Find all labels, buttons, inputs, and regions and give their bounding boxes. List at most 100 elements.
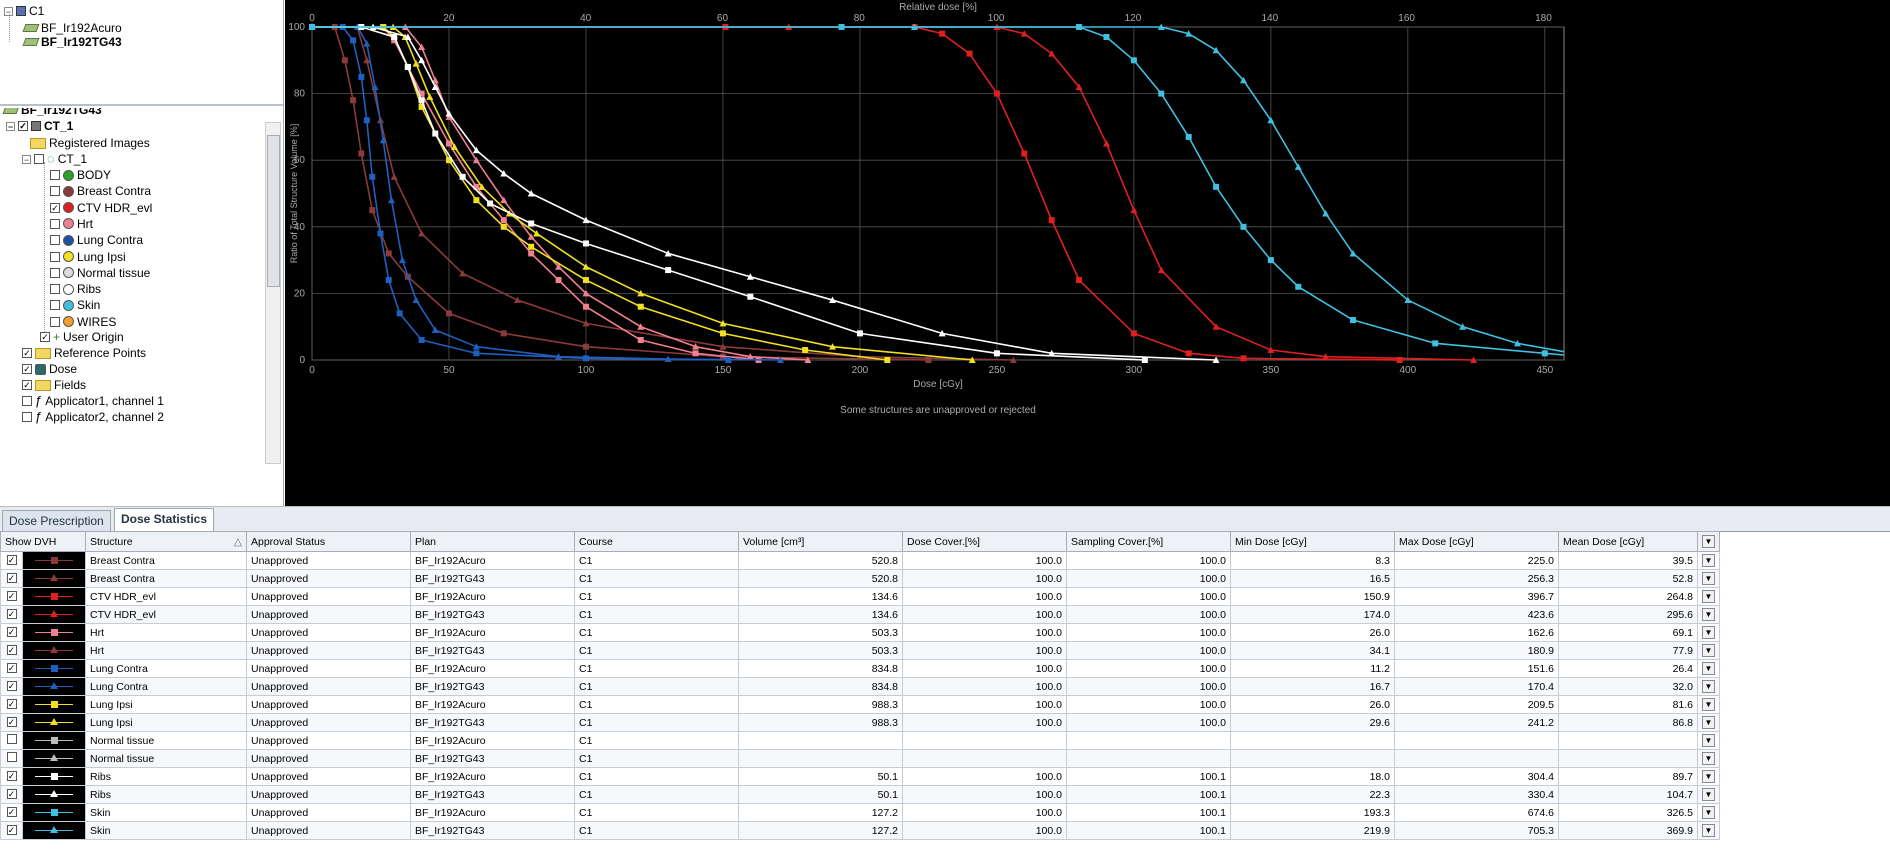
- ct-node[interactable]: − CT_1: [6, 117, 73, 135]
- table-row[interactable]: RibsUnapprovedBF_Ir192TG43C150.1100.0100…: [0, 785, 1720, 804]
- structure-checkbox[interactable]: [50, 316, 60, 327]
- structure-node[interactable]: WIRES: [50, 313, 116, 331]
- show-dvh-cell[interactable]: [0, 785, 23, 804]
- structure-node[interactable]: Lung Contra: [50, 231, 143, 249]
- plan-root-node[interactable]: BF_Ir192TG43: [2, 108, 102, 119]
- row-dropdown[interactable]: ▼: [1697, 731, 1720, 750]
- table-row[interactable]: Lung IpsiUnapprovedBF_Ir192AcuroC1988.31…: [0, 695, 1720, 714]
- collapse-icon[interactable]: −: [6, 121, 15, 132]
- table-row[interactable]: SkinUnapprovedBF_Ir192AcuroC1127.2100.01…: [0, 803, 1720, 822]
- structure-checkbox[interactable]: [50, 284, 60, 295]
- show-dvh-checkbox[interactable]: [6, 608, 17, 619]
- line-style-swatch[interactable]: [22, 605, 86, 624]
- col-plan[interactable]: Plan: [410, 531, 575, 552]
- dose-checkbox[interactable]: [22, 364, 32, 374]
- structure-checkbox[interactable]: [50, 251, 60, 262]
- tree-scrollbar[interactable]: [265, 122, 281, 464]
- show-dvh-checkbox[interactable]: [6, 698, 17, 709]
- table-row[interactable]: Breast ContraUnapprovedBF_Ir192AcuroC152…: [0, 551, 1720, 570]
- structure-node[interactable]: Lung Ipsi: [50, 248, 126, 266]
- structure-node[interactable]: CTV HDR_evl: [50, 199, 152, 217]
- row-dropdown[interactable]: ▼: [1697, 785, 1720, 804]
- show-dvh-cell[interactable]: [0, 569, 23, 588]
- show-dvh-checkbox[interactable]: [6, 734, 17, 744]
- line-style-swatch[interactable]: [22, 623, 86, 642]
- structure-node[interactable]: Breast Contra: [50, 182, 151, 200]
- show-dvh-checkbox[interactable]: [6, 662, 17, 673]
- show-dvh-checkbox[interactable]: [6, 788, 17, 799]
- table-row[interactable]: Lung IpsiUnapprovedBF_Ir192TG43C1988.310…: [0, 713, 1720, 732]
- user-origin-checkbox[interactable]: [40, 332, 50, 342]
- tab-dose-statistics[interactable]: Dose Statistics: [114, 508, 215, 532]
- line-style-swatch[interactable]: [22, 749, 86, 768]
- show-dvh-checkbox[interactable]: [6, 626, 17, 637]
- col-sampling-cover[interactable]: Sampling Cover.[%]: [1066, 531, 1231, 552]
- show-dvh-cell[interactable]: [0, 623, 23, 642]
- structure-checkbox[interactable]: [50, 186, 60, 197]
- table-row[interactable]: RibsUnapprovedBF_Ir192AcuroC150.1100.010…: [0, 767, 1720, 786]
- applicator1-node[interactable]: ƒ Applicator1, channel 1: [22, 392, 164, 410]
- table-row[interactable]: SkinUnapprovedBF_Ir192TG43C1127.2100.010…: [0, 821, 1720, 840]
- col-course[interactable]: Course: [574, 531, 739, 552]
- tab-dose-prescription[interactable]: Dose Prescription: [2, 510, 111, 531]
- line-style-swatch[interactable]: [22, 569, 86, 588]
- table-row[interactable]: Normal tissue Unapproved BF_Ir192TG43 C1 ▼: [0, 749, 1720, 768]
- show-dvh-cell[interactable]: [0, 641, 23, 660]
- show-dvh-cell[interactable]: [0, 803, 23, 822]
- row-dropdown[interactable]: ▼: [1697, 551, 1720, 570]
- table-row[interactable]: Lung ContraUnapprovedBF_Ir192AcuroC1834.…: [0, 659, 1720, 678]
- row-dropdown[interactable]: ▼: [1697, 695, 1720, 714]
- row-dropdown[interactable]: ▼: [1697, 713, 1720, 732]
- row-dropdown[interactable]: ▼: [1697, 569, 1720, 588]
- show-dvh-checkbox[interactable]: [6, 680, 17, 691]
- applicator1-checkbox[interactable]: [22, 396, 32, 406]
- col-min-dose[interactable]: Min Dose [cGy]: [1230, 531, 1395, 552]
- row-dropdown[interactable]: ▼: [1697, 803, 1720, 822]
- structure-checkbox[interactable]: [50, 235, 60, 246]
- show-dvh-cell[interactable]: [0, 677, 23, 696]
- structure-node[interactable]: Skin: [50, 296, 100, 314]
- col-structure[interactable]: Structure △: [85, 531, 247, 552]
- reference-points-checkbox[interactable]: [22, 348, 32, 358]
- structure-node[interactable]: Hrt: [50, 215, 93, 233]
- show-dvh-checkbox[interactable]: [6, 644, 17, 655]
- show-dvh-checkbox[interactable]: [6, 572, 17, 583]
- collapse-icon[interactable]: −: [22, 154, 31, 165]
- col-mean-dose[interactable]: Mean Dose [cGy]: [1558, 531, 1698, 552]
- row-dropdown[interactable]: ▼: [1697, 749, 1720, 768]
- course-node[interactable]: − C1: [4, 2, 44, 20]
- plan-node-tg43[interactable]: BF_Ir192TG43: [22, 33, 122, 51]
- row-dropdown[interactable]: ▼: [1697, 677, 1720, 696]
- show-dvh-cell[interactable]: [0, 659, 23, 678]
- line-style-swatch[interactable]: [22, 713, 86, 732]
- show-dvh-cell[interactable]: [0, 551, 23, 570]
- row-dropdown[interactable]: ▼: [1697, 587, 1720, 606]
- line-style-swatch[interactable]: [22, 641, 86, 660]
- show-dvh-checkbox[interactable]: [6, 716, 17, 727]
- row-dropdown[interactable]: ▼: [1697, 623, 1720, 642]
- line-style-swatch[interactable]: [22, 785, 86, 804]
- line-style-swatch[interactable]: [22, 803, 86, 822]
- show-dvh-cell[interactable]: [0, 731, 23, 750]
- show-dvh-checkbox[interactable]: [6, 806, 17, 817]
- table-row[interactable]: Lung ContraUnapprovedBF_Ir192TG43C1834.8…: [0, 677, 1720, 696]
- scrollbar-thumb[interactable]: [267, 135, 280, 287]
- row-dropdown[interactable]: ▼: [1697, 641, 1720, 660]
- structure-checkbox[interactable]: [50, 300, 60, 311]
- line-style-swatch[interactable]: [22, 767, 86, 786]
- table-row[interactable]: CTV HDR_evlUnapprovedBF_Ir192AcuroC1134.…: [0, 587, 1720, 606]
- line-style-swatch[interactable]: [22, 551, 86, 570]
- table-row[interactable]: CTV HDR_evlUnapprovedBF_Ir192TG43C1134.6…: [0, 605, 1720, 624]
- show-dvh-cell[interactable]: [0, 713, 23, 732]
- show-dvh-cell[interactable]: [0, 605, 23, 624]
- col-max-dose[interactable]: Max Dose [cGy]: [1394, 531, 1559, 552]
- line-style-swatch[interactable]: [22, 659, 86, 678]
- show-dvh-cell[interactable]: [0, 749, 23, 768]
- row-dropdown[interactable]: ▼: [1697, 605, 1720, 624]
- user-origin-node[interactable]: + User Origin: [40, 328, 124, 346]
- line-style-swatch[interactable]: [22, 587, 86, 606]
- col-show-dvh[interactable]: Show DVH: [0, 531, 86, 552]
- collapse-icon[interactable]: −: [4, 6, 13, 17]
- plan-node-acuro[interactable]: BF_Ir192Acuro: [22, 19, 122, 37]
- col-dose-cover[interactable]: Dose Cover.[%]: [902, 531, 1067, 552]
